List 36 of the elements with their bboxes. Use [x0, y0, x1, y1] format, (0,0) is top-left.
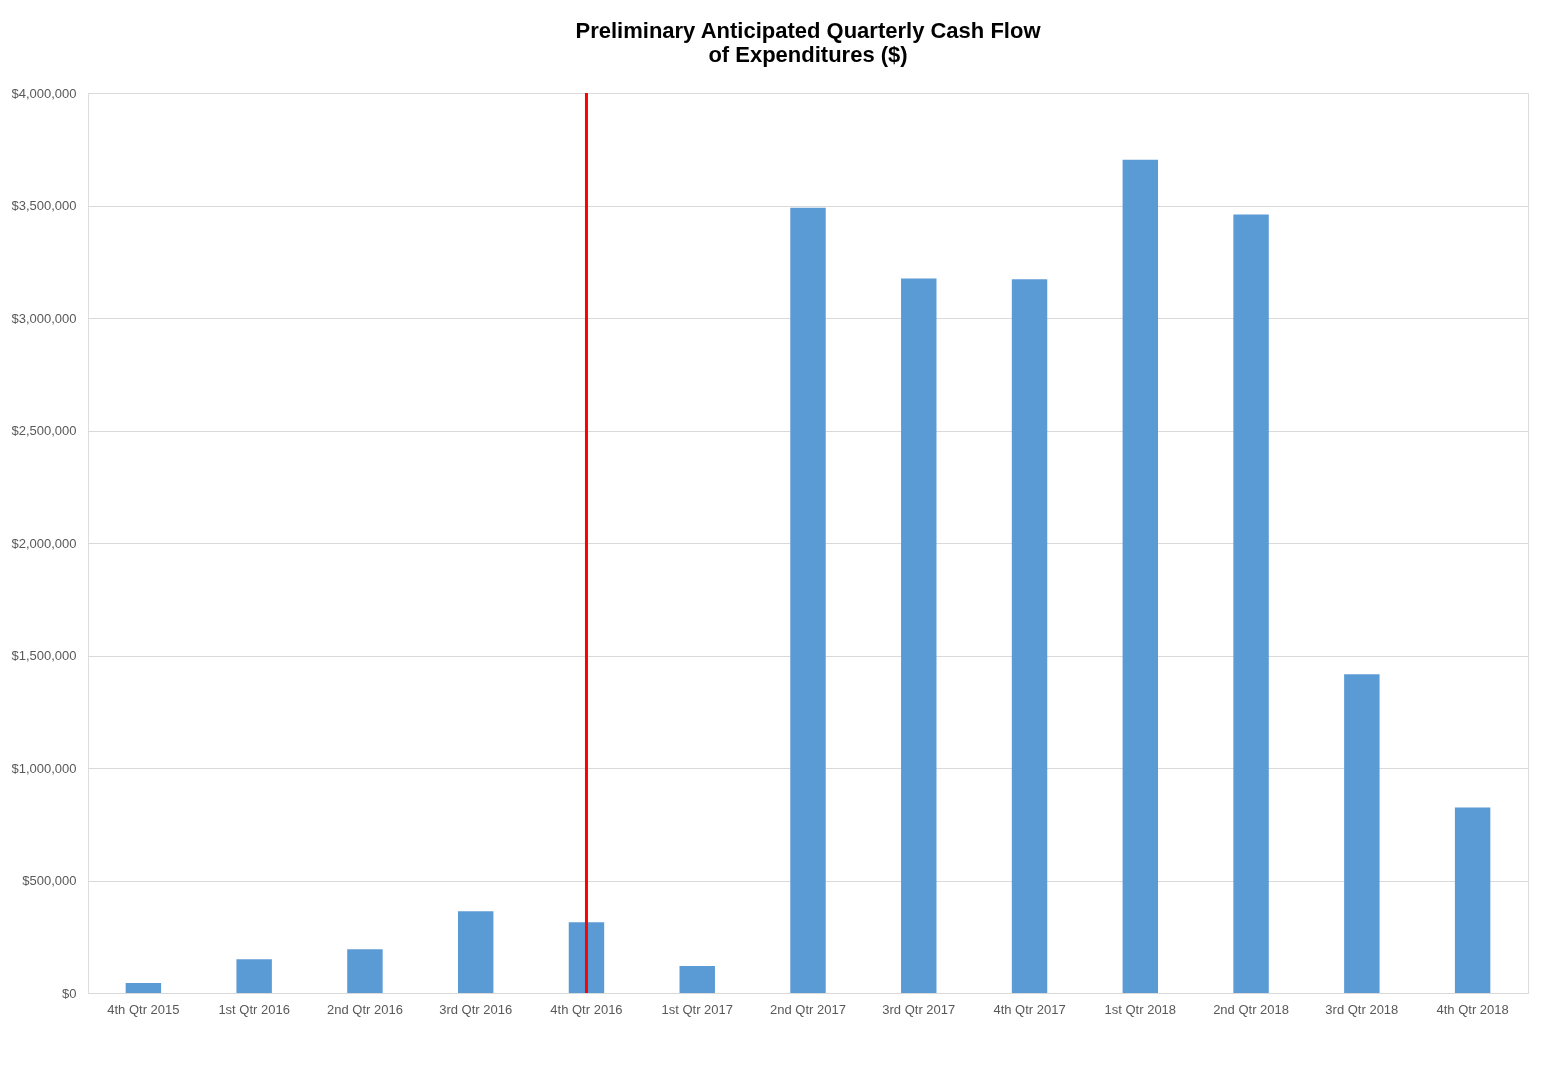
x-tick-label: 1st Qtr 2018	[1104, 1001, 1177, 1017]
y-tick-label: $3,500,000	[11, 198, 77, 213]
y-tick-label: $3,000,000	[11, 310, 77, 326]
x-tick-label: 2nd Qtr 2016	[326, 1001, 403, 1017]
x-tick-label: 4th Qtr 2018	[1436, 1001, 1509, 1017]
y-tick-label: $1,500,000	[11, 648, 77, 663]
y-tick-label: $500,000	[22, 873, 77, 888]
bar	[1122, 159, 1159, 993]
y-tick-label: $2,500,000	[11, 423, 77, 438]
bar	[1344, 674, 1380, 993]
bar	[1233, 214, 1269, 993]
bar	[901, 278, 937, 993]
x-tick-label: 3rd Qtr 2018	[1325, 1001, 1399, 1017]
y-tick-label: $2,000,000	[11, 535, 77, 551]
bar	[790, 207, 826, 993]
x-tick-label: 4th Qtr 2016	[550, 1001, 623, 1017]
bar	[457, 911, 494, 993]
x-tick-label: 2nd Qtr 2017	[770, 1001, 846, 1017]
bar	[679, 966, 715, 993]
bar	[568, 922, 605, 993]
bar	[236, 959, 272, 993]
bar	[1454, 807, 1491, 993]
x-tick-label: 4th Qtr 2015	[107, 1001, 180, 1017]
x-tick-label: 3rd Qtr 2016	[439, 1001, 513, 1017]
x-tick-label: 1st Qtr 2017	[661, 1001, 733, 1017]
x-tick-label: 3rd Qtr 2017	[882, 1001, 956, 1017]
y-tick-label: $0	[62, 985, 77, 1001]
y-tick-label: $4,000,000	[11, 85, 77, 101]
x-tick-label: 2nd Qtr 2018	[1213, 1001, 1290, 1017]
bar	[347, 949, 383, 993]
bar	[125, 982, 162, 993]
chart-title: Preliminary Anticipated Quarterly Cash Flow of Expenditures ($)	[575, 18, 1042, 67]
y-tick-label: $1,000,000	[11, 760, 77, 776]
bar	[1011, 279, 1048, 993]
x-tick-label: 4th Qtr 2017	[993, 1001, 1066, 1017]
x-tick-label: 1st Qtr 2016	[218, 1001, 290, 1017]
